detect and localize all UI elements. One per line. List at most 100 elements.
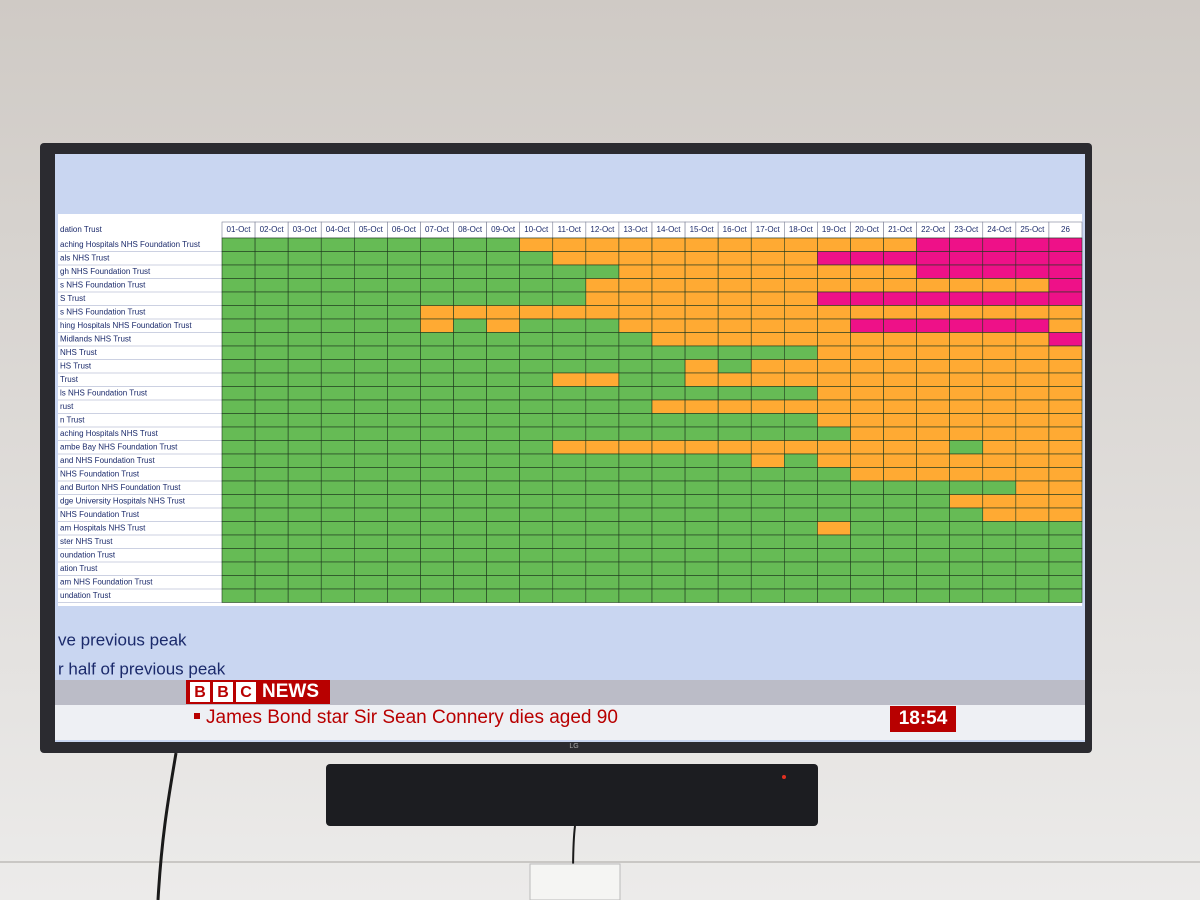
status-cell: [618, 372, 653, 387]
status-cell: [552, 291, 587, 306]
status-cell: [750, 332, 785, 347]
status-cell: [982, 467, 1017, 482]
news-word: NEWS: [262, 681, 319, 702]
status-cell: [750, 345, 785, 360]
status-cell: [618, 386, 653, 401]
status-cell: [784, 291, 818, 306]
status-cell: [817, 480, 851, 495]
status-cell: [354, 521, 388, 536]
status-cell: [717, 548, 752, 563]
status-cell: [254, 480, 289, 495]
status-cell: [618, 548, 653, 563]
status-cell: [1048, 494, 1083, 509]
status-cell: [717, 386, 752, 401]
status-cell: [287, 575, 322, 590]
status-cell: [354, 480, 388, 495]
row-label: aching Hospitals NHS Trust: [60, 429, 159, 438]
status-cell: [883, 305, 917, 320]
status-cell: [420, 480, 454, 495]
row-label: ls NHS Foundation Trust: [60, 388, 148, 397]
status-cell: [486, 575, 520, 590]
status-cell: [354, 318, 388, 333]
status-cell: [320, 561, 355, 576]
status-cell: [387, 453, 421, 468]
status-cell: [420, 534, 454, 549]
status-cell: [850, 426, 884, 441]
legend-text: ve previous peak: [58, 630, 187, 649]
status-cell: [883, 534, 917, 549]
status-cell: [618, 561, 653, 576]
status-cell: [1048, 318, 1083, 333]
status-cell: [750, 264, 785, 279]
status-cell: [1015, 426, 1050, 441]
status-cell: [1048, 534, 1083, 549]
status-cell: [883, 453, 917, 468]
status-cell: [850, 291, 884, 306]
status-cell: [684, 305, 719, 320]
status-cell: [982, 588, 1017, 603]
status-cell: [750, 561, 785, 576]
status-cell: [254, 548, 289, 563]
status-cell: [254, 467, 289, 482]
status-cell: [221, 345, 256, 360]
clock-bg: [890, 706, 956, 732]
status-cell: [387, 264, 421, 279]
status-cell: [817, 440, 851, 455]
status-cell: [387, 372, 421, 387]
status-cell: [850, 588, 884, 603]
status-cell: [585, 345, 620, 360]
status-cell: [287, 534, 322, 549]
status-cell: [717, 521, 752, 536]
status-cell: [684, 278, 719, 293]
status-cell: [453, 386, 487, 401]
status-cell: [221, 575, 256, 590]
logo-box: [190, 682, 210, 702]
status-cell: [784, 251, 818, 266]
status-cell: [585, 413, 620, 428]
column-header: 20-Oct: [855, 225, 880, 234]
status-cell: [618, 480, 653, 495]
status-cell: [453, 345, 487, 360]
status-cell: [750, 480, 785, 495]
status-cell: [916, 440, 950, 455]
status-cell: [982, 575, 1017, 590]
status-cell: [552, 588, 587, 603]
status-cell: [519, 521, 554, 536]
status-cell: [949, 534, 984, 549]
status-cell: [320, 264, 355, 279]
status-cell: [1015, 575, 1050, 590]
status-cell: [916, 291, 950, 306]
status-cell: [420, 413, 454, 428]
status-cell: [1015, 548, 1050, 563]
status-cell: [287, 399, 322, 414]
status-cell: [850, 561, 884, 576]
status-cell: [354, 548, 388, 563]
status-cell: [750, 399, 785, 414]
status-cell: [784, 480, 818, 495]
status-cell: [618, 494, 653, 509]
status-cell: [1015, 264, 1050, 279]
status-cell: [949, 359, 984, 374]
status-cell: [784, 413, 818, 428]
status-cell: [453, 318, 487, 333]
status-cell: [420, 399, 454, 414]
status-cell: [982, 237, 1017, 252]
status-cell: [982, 318, 1017, 333]
status-cell: [916, 426, 950, 441]
status-cell: [354, 467, 388, 482]
row-label: am Hospitals NHS Trust: [60, 523, 146, 532]
status-cell: [221, 426, 256, 441]
status-cell: [387, 507, 421, 522]
status-cell: [982, 264, 1017, 279]
status-cell: [850, 345, 884, 360]
status-cell: [254, 507, 289, 522]
status-cell: [221, 264, 256, 279]
status-cell: [982, 291, 1017, 306]
status-grid: dation Trust 01-Oct 02-Oct 03-Oct 04-Oct 05-O…: [58, 221, 1083, 603]
status-cell: [916, 305, 950, 320]
status-cell: [552, 332, 587, 347]
status-cell: [784, 332, 818, 347]
status-cell: [287, 332, 322, 347]
status-cell: [453, 588, 487, 603]
